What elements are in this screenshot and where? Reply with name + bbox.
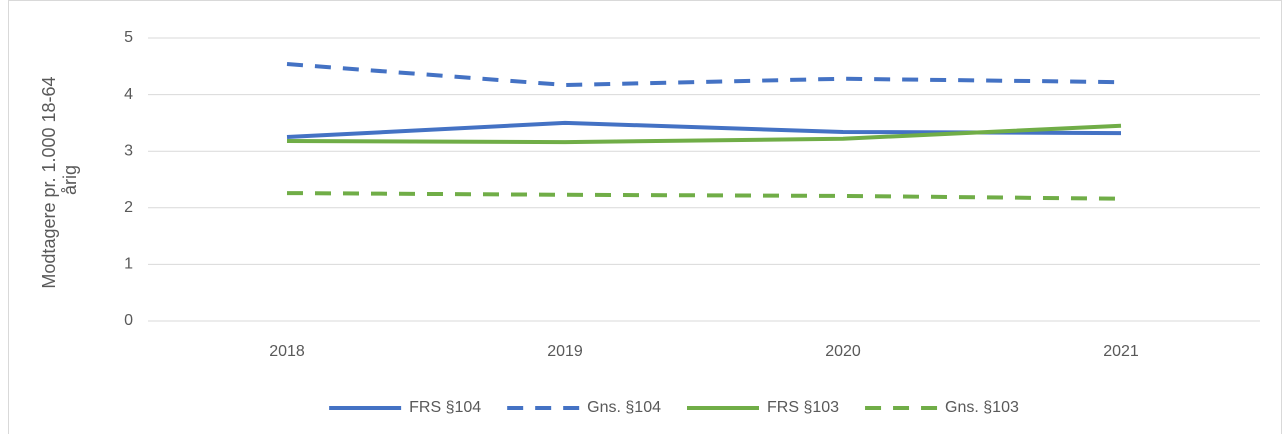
legend-label: Gns. §103 <box>945 399 1019 416</box>
y-tick-label: 3 <box>124 142 133 159</box>
y-tick-label: 2 <box>124 199 133 216</box>
legend-label: FRS §103 <box>767 399 839 416</box>
series-line <box>286 62 1122 87</box>
y-axis-label: Modtagere pr. 1.000 18-64 årig <box>39 71 80 288</box>
legend-label: FRS §104 <box>409 399 481 416</box>
series-line <box>286 123 1122 145</box>
y-axis-label-line: årig <box>60 165 80 195</box>
y-tick-label: 1 <box>124 256 133 273</box>
x-tick-label: 2018 <box>269 343 305 360</box>
y-tick-label: 5 <box>124 29 133 46</box>
chart-border <box>8 0 1282 434</box>
y-tick-label: 4 <box>124 86 133 103</box>
y-tick-label: 0 <box>124 312 133 329</box>
y-axis-label-line: Modtagere pr. 1.000 18-64 <box>39 76 59 288</box>
x-tick-label: 2021 <box>1103 343 1139 360</box>
series-line <box>286 191 1122 201</box>
legend-label: Gns. §104 <box>587 399 661 416</box>
x-tick-label: 2019 <box>547 343 583 360</box>
x-tick-label: 2020 <box>825 343 861 360</box>
